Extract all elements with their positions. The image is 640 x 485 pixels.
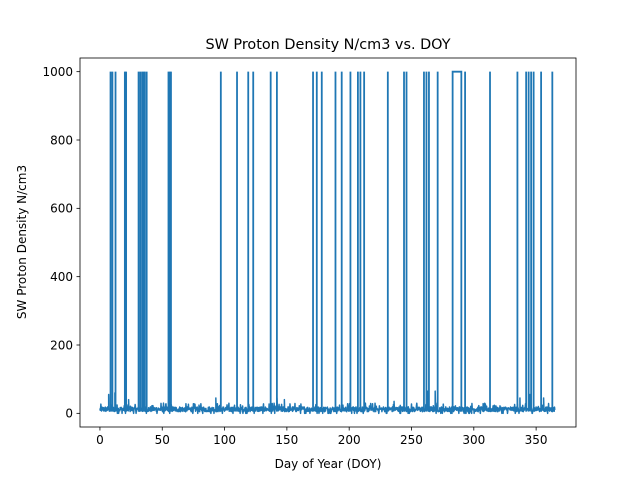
- x-tick-label-4: 200: [338, 433, 361, 447]
- axes: 0 50 100 150 200 250 300 350 0 200 400 600 800 1000: [42, 57, 577, 447]
- x-tick-label-2: 100: [213, 433, 236, 447]
- axes-frame: [79, 57, 577, 428]
- y-tick-label-4: 800: [50, 133, 73, 147]
- series-group: [99, 70, 556, 415]
- series-0-plateau-0: [451, 70, 463, 412]
- x-tick-label-5: 250: [400, 433, 423, 447]
- series-0-baseline-line: [99, 390, 556, 415]
- y-tick-label-3: 600: [50, 202, 73, 216]
- y-tick-label-0: 0: [65, 407, 73, 421]
- x-tick-label-1: 50: [155, 433, 170, 447]
- y-tick-label-1: 200: [50, 338, 73, 352]
- x-tick-label-7: 350: [525, 433, 548, 447]
- y-tick-label-5: 1000: [42, 65, 73, 79]
- x-axis-label: Day of Year (DOY): [275, 457, 382, 471]
- plot-area: [99, 70, 556, 415]
- y-tick-label-2: 400: [50, 270, 73, 284]
- x-tick-label-0: 0: [96, 433, 104, 447]
- x-tick-label-6: 300: [462, 433, 485, 447]
- y-axis-label: SW Proton Density N/cm3: [15, 165, 29, 319]
- chart-title: SW Proton Density N/cm3 vs. DOY: [205, 37, 450, 53]
- x-tick-label-3: 150: [275, 433, 298, 447]
